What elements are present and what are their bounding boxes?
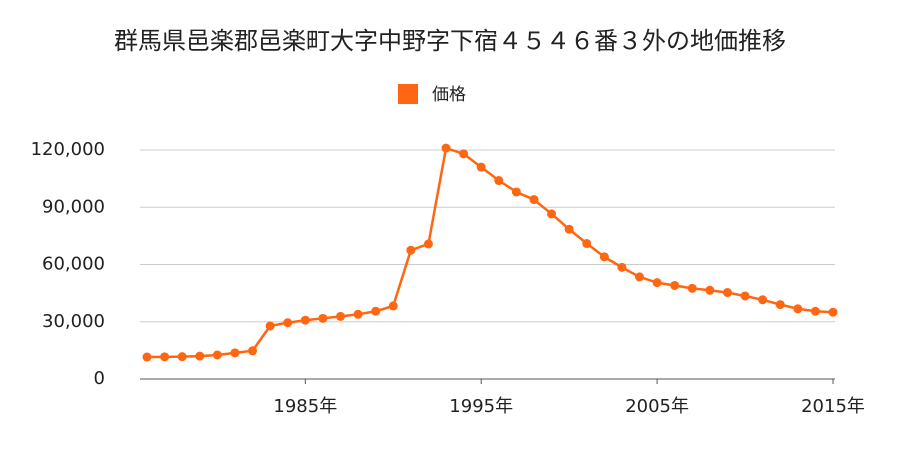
legend-swatch — [398, 84, 418, 104]
y-tick-label: 30,000 — [42, 311, 105, 332]
point — [599, 252, 609, 262]
point — [177, 352, 187, 362]
point — [547, 209, 557, 219]
point — [406, 245, 416, 255]
point — [423, 239, 433, 249]
y-tick-label: 120,000 — [31, 139, 105, 160]
point — [758, 295, 768, 305]
point — [617, 262, 627, 272]
point — [828, 307, 838, 317]
point — [810, 306, 820, 316]
chart-title: 群馬県邑楽郡邑楽町大字中野字下宿４５４６番３外の地価推移 — [114, 27, 786, 55]
point — [687, 283, 697, 293]
point — [441, 143, 451, 153]
point — [722, 288, 732, 298]
point — [160, 352, 170, 362]
point — [793, 304, 803, 314]
point — [775, 300, 785, 310]
point — [511, 187, 521, 197]
point — [318, 313, 328, 323]
point — [652, 278, 662, 288]
point — [494, 176, 504, 186]
x-tick-label: 1985年 — [273, 396, 337, 417]
x-tick-label: 2015年 — [801, 396, 865, 417]
y-tick-label: 90,000 — [42, 196, 105, 217]
point — [230, 348, 240, 358]
point — [388, 301, 398, 311]
x-tick-label: 1995年 — [449, 396, 513, 417]
point — [564, 224, 574, 234]
point — [142, 352, 152, 362]
line — [146, 146, 834, 359]
point — [371, 306, 381, 316]
point — [212, 350, 222, 360]
point — [670, 280, 680, 290]
point — [459, 149, 469, 159]
point — [248, 346, 258, 356]
y-tick-label: 0 — [94, 368, 105, 389]
point — [335, 311, 345, 321]
point — [635, 272, 645, 282]
point — [300, 315, 310, 325]
point — [582, 239, 592, 249]
point — [529, 195, 539, 205]
x-tick-label: 2005年 — [625, 396, 689, 417]
point — [476, 162, 486, 172]
point — [195, 351, 205, 361]
point — [740, 291, 750, 301]
y-tick-label: 60,000 — [42, 254, 105, 275]
point — [705, 285, 715, 295]
point — [283, 318, 293, 328]
point — [353, 309, 363, 319]
legend-label: 価格 — [432, 85, 466, 105]
point — [265, 321, 275, 331]
